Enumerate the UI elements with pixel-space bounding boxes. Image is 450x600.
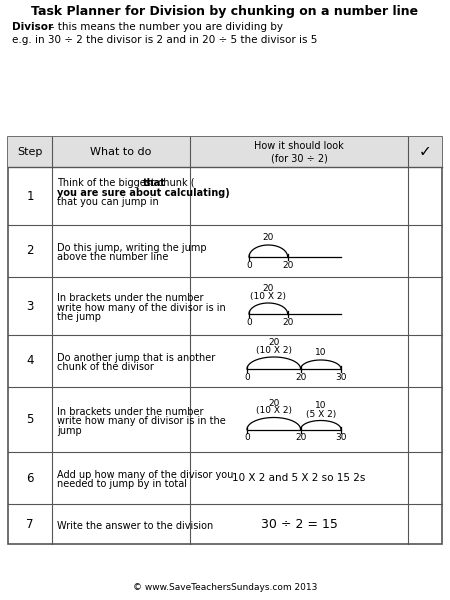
Text: 20: 20: [263, 284, 274, 293]
Text: Task Planner for Division by chunking on a number line: Task Planner for Division by chunking on…: [32, 5, 419, 18]
Text: 20: 20: [263, 233, 274, 242]
Text: 20: 20: [295, 433, 306, 443]
Text: Think of the biggest chunk (: Think of the biggest chunk (: [57, 178, 194, 188]
Text: © www.SaveTeachersSundays.com 2013: © www.SaveTeachersSundays.com 2013: [133, 583, 317, 592]
Text: 0: 0: [244, 433, 250, 443]
Text: 20: 20: [282, 318, 293, 327]
Bar: [8, 137, 442, 544]
Text: needed to jump by in total: needed to jump by in total: [57, 479, 187, 490]
Text: (10 X 2): (10 X 2): [250, 292, 286, 301]
Text: 3: 3: [26, 299, 34, 313]
Text: the jump: the jump: [57, 312, 101, 322]
Text: How it should look
(for 30 ÷ 2): How it should look (for 30 ÷ 2): [254, 141, 344, 163]
Text: that you can jump in: that you can jump in: [57, 197, 159, 208]
Text: chunk of the divisor: chunk of the divisor: [57, 362, 154, 373]
Text: Add up how many of the divisor you: Add up how many of the divisor you: [57, 470, 234, 480]
Text: (10 X 2): (10 X 2): [256, 407, 292, 415]
Text: write how many of divisor is in the: write how many of divisor is in the: [57, 416, 226, 426]
Text: 4: 4: [26, 355, 34, 367]
Text: 20: 20: [295, 373, 306, 382]
Text: 0: 0: [246, 318, 252, 327]
Text: 0: 0: [244, 373, 250, 382]
Text: you are sure about calculating): you are sure about calculating): [57, 188, 230, 198]
Text: 5: 5: [26, 413, 34, 426]
Text: 10 X 2 and 5 X 2 so 15 2s: 10 X 2 and 5 X 2 so 15 2s: [232, 473, 366, 483]
Text: In brackets under the number: In brackets under the number: [57, 407, 203, 416]
Text: 20: 20: [268, 398, 279, 407]
Text: Do another jump that is another: Do another jump that is another: [57, 353, 215, 363]
Text: 30 ÷ 2 = 15: 30 ÷ 2 = 15: [261, 517, 338, 530]
Text: Divisor: Divisor: [12, 22, 53, 32]
Text: Step: Step: [17, 147, 43, 157]
Text: write how many of the divisor is in: write how many of the divisor is in: [57, 302, 226, 313]
Bar: [8, 137, 442, 167]
Text: 1: 1: [26, 190, 34, 202]
Text: ✓: ✓: [418, 145, 432, 160]
Text: (10 X 2): (10 X 2): [256, 346, 292, 355]
Text: 30: 30: [335, 373, 347, 382]
Text: Write the answer to the division: Write the answer to the division: [57, 521, 213, 530]
Text: 7: 7: [26, 517, 34, 530]
Text: 0: 0: [246, 261, 252, 270]
Text: 30: 30: [335, 433, 347, 443]
Text: above the number line: above the number line: [57, 253, 168, 262]
Text: 2: 2: [26, 245, 34, 257]
Text: 10: 10: [315, 401, 327, 410]
Text: Do this jump, writing the jump: Do this jump, writing the jump: [57, 243, 207, 253]
Text: 6: 6: [26, 472, 34, 485]
Text: In brackets under the number: In brackets under the number: [57, 293, 203, 303]
Text: (5 X 2): (5 X 2): [306, 409, 336, 419]
Text: 10: 10: [315, 348, 327, 357]
Text: What to do: What to do: [90, 147, 152, 157]
Text: – this means the number you are dividing by: – this means the number you are dividing…: [46, 22, 283, 32]
Text: jump: jump: [57, 425, 82, 436]
Text: 20: 20: [282, 261, 293, 270]
Text: that: that: [143, 178, 166, 188]
Text: 20: 20: [268, 338, 279, 347]
Text: e.g. in 30 ÷ 2 the divisor is 2 and in 20 ÷ 5 the divisor is 5: e.g. in 30 ÷ 2 the divisor is 2 and in 2…: [12, 35, 317, 45]
